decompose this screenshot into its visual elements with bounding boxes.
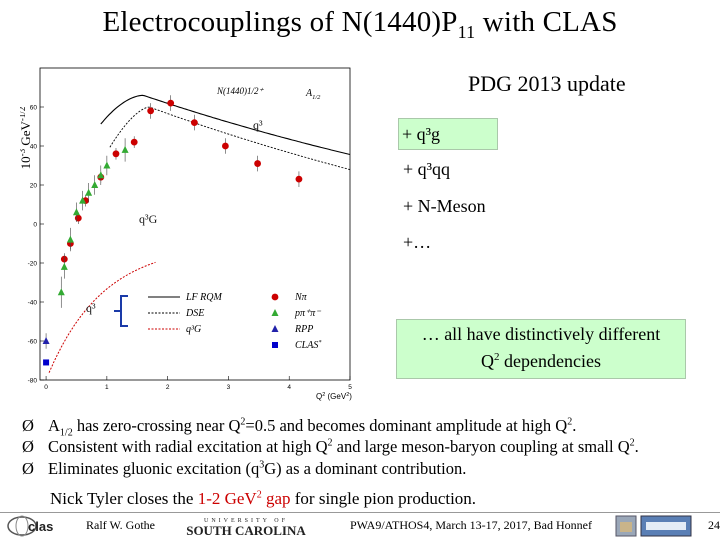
conference-emblem-icon	[615, 515, 637, 537]
data-point-ppipi	[66, 235, 74, 243]
usc-logo-name: SOUTH CAROLINA	[186, 523, 306, 537]
legend-line-label: q³G	[186, 324, 201, 335]
title-subscript: 11	[457, 21, 476, 42]
option-n-meson: + N-Meson	[403, 196, 486, 216]
conference-banner-icon	[640, 515, 692, 537]
usc-logo-top: UNIVERSITY OF	[204, 518, 288, 524]
x-axis-label: Q2 (GeV2)	[316, 392, 352, 401]
legend-bracket	[114, 295, 128, 327]
y-axis-label-part: -3	[20, 148, 27, 156]
y-tick-label: 40	[30, 144, 38, 151]
title-end: with CLAS	[475, 6, 618, 38]
legend-clas-asterisk: *	[318, 340, 321, 346]
x-tick-label: 4	[287, 384, 291, 391]
y-tick-label: -60	[28, 339, 38, 346]
x-tick-label: 0	[44, 384, 48, 391]
data-point-rpp	[42, 337, 50, 344]
data-point-npi	[167, 99, 175, 107]
bullet-arrow-icon: Ø	[22, 459, 34, 478]
legend-marker-rpp	[271, 325, 279, 332]
option-q3g-box: + q³g	[398, 118, 498, 150]
data-point-npi	[130, 138, 138, 146]
y-tick-label: 60	[30, 105, 38, 112]
annotation-q3g: q³G	[139, 212, 158, 226]
data-point-ppipi	[103, 161, 111, 169]
legend-marker-label: Nπ	[294, 292, 308, 303]
conclusion-box: … all have distinctively different Q2 de…	[396, 319, 686, 379]
data-point-ppipi	[85, 188, 93, 196]
conclusion-line1: … all have distinctively different	[421, 324, 661, 344]
legend-marker-label: CLAS*	[295, 340, 321, 351]
usc-logo: UNIVERSITY OF SOUTH CAROLINA	[186, 518, 306, 537]
y-axis-label-part: GeV	[20, 120, 33, 148]
pdg-update-label: PDG 2013 update	[468, 71, 626, 96]
data-point-ppipi	[79, 196, 87, 204]
data-point-npi	[190, 119, 198, 126]
y-tick-label: -80	[28, 378, 38, 385]
legend-marker-label: RPP	[294, 324, 313, 335]
legend-line-label: LF RQM	[185, 292, 223, 303]
page-title: Electrocouplings of N(1440)P11 with CLAS	[0, 6, 720, 43]
y-tick-label: 20	[30, 183, 38, 190]
title-main: Electrocouplings of N(1440)P	[102, 6, 458, 38]
data-point-ppipi	[57, 288, 65, 296]
x-axis-label-part: 2	[322, 392, 325, 398]
data-point-npi	[147, 107, 155, 115]
legend-marker-ppipi	[271, 309, 279, 316]
footer-author: Ralf W. Gothe	[86, 518, 155, 532]
svg-text:clas: clas	[28, 519, 53, 534]
nick-tyler-note: Nick Tyler closes the 1-2 GeV2 gap for s…	[50, 489, 477, 508]
annotation-q3: q³	[253, 118, 263, 132]
data-point-clas	[43, 359, 50, 366]
x-tick-label: 1	[105, 384, 109, 391]
y-axis-label-part: 10	[20, 156, 33, 169]
data-point-npi	[254, 160, 262, 167]
x-tick-label: 2	[166, 384, 170, 391]
curve-dse	[109, 106, 351, 171]
curve-lf-rqm	[100, 94, 351, 156]
conclusion-line2: Q2 dependencies	[481, 351, 601, 371]
bullet-arrow-icon: Ø	[22, 416, 34, 435]
legend-marker-label: pπ⁺π⁻	[294, 308, 321, 319]
bullet-zero-crossing: Ø A1/2 has zero-crossing near Q2=0.5 and …	[22, 416, 577, 439]
chart-title: N(1440)1/2⁺	[216, 86, 264, 96]
legend-marker-npi	[271, 293, 279, 301]
data-point-ppipi	[91, 181, 99, 188]
clas-logo: clas	[7, 515, 53, 537]
y-tick-label: -20	[28, 261, 38, 268]
footer-conference: PWA9/ATHOS4, March 13-17, 2017, Bad Honn…	[350, 518, 592, 532]
option-q3qq: + q³qq	[403, 159, 451, 179]
x-axis-label-part: )	[349, 392, 352, 401]
data-point-npi	[74, 214, 82, 222]
x-axis-label-part: Q	[316, 392, 322, 401]
bullet-radial-excitation: Ø Consistent with radial excitation at hi…	[22, 437, 639, 456]
annotation-q3-bracket: q³	[86, 301, 96, 315]
bullet-arrow-icon: Ø	[22, 437, 34, 456]
legend-line-label: DSE	[185, 308, 204, 319]
x-tick-label: 3	[227, 384, 231, 391]
amplitude-subscript: 1/2	[312, 94, 321, 101]
y-axis-label: 10-3 GeV-1/2	[20, 107, 33, 170]
curve-q3g	[48, 261, 156, 373]
x-axis-label-part: (GeV	[325, 392, 347, 401]
x-tick-label: 5	[348, 384, 352, 391]
data-point-npi	[221, 142, 229, 150]
y-tick-label: 0	[33, 222, 37, 229]
data-point-ppipi	[97, 171, 105, 179]
amplitude-label: A1/2	[305, 88, 321, 101]
y-tick-label: -40	[28, 300, 38, 307]
data-point-npi	[112, 150, 120, 158]
y-axis-label-part: -1/2	[20, 107, 27, 122]
data-point-ppipi	[121, 145, 129, 153]
bullet-gluonic-excitation: Ø Eliminates gluonic excitation (q3G) as …	[22, 459, 467, 478]
option-more: +…	[403, 232, 432, 252]
data-point-ppipi	[72, 208, 80, 216]
data-point-npi	[295, 175, 303, 183]
page-number: 24	[708, 518, 720, 532]
data-point-ppipi	[60, 262, 68, 270]
footer-bar	[0, 512, 720, 541]
x-axis-label-part: 2	[346, 392, 349, 398]
legend-marker-clas	[272, 342, 278, 348]
